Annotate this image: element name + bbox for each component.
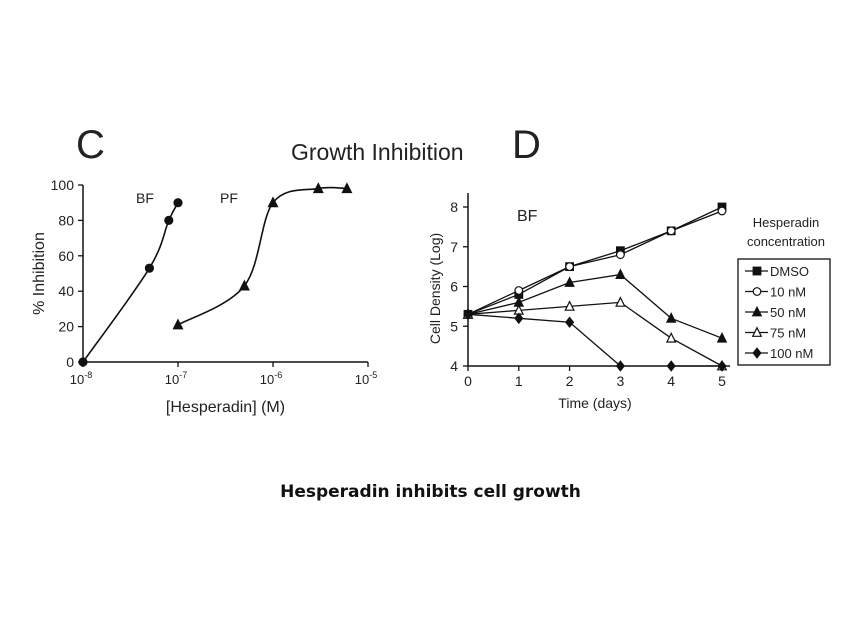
y-axis-title-d: Cell Density (Log) [427, 233, 443, 344]
data-point-pf [238, 279, 250, 291]
panel-letter-c: C [76, 123, 105, 167]
legend-marker [752, 347, 762, 359]
data-point-continuation [717, 360, 727, 372]
y-tick-label-c: 60 [58, 248, 74, 264]
series-line-50-nm [467, 273, 723, 339]
figure-caption: Hesperadin inhibits cell growth [280, 482, 581, 502]
data-point-bf [144, 263, 155, 273]
data-point-75-nm [564, 300, 575, 311]
data-point-continuation [666, 360, 676, 372]
y-tick-label-c: 40 [58, 283, 74, 299]
y-tick-label-c: 100 [51, 177, 75, 193]
data-point-100-nm [565, 316, 575, 329]
x-tick-label-c: 10-7 [165, 370, 187, 387]
series-label-bf: BF [136, 190, 154, 206]
panel-letter-d: D [512, 123, 541, 167]
data-point-10-nm [616, 250, 625, 260]
chart-c-inhibition: 0 20 40 60 80 100 10-8 10-7 10-6 10-5 [Hesperadin]… [31, 177, 377, 416]
legend-title-line1: Hesperadin [753, 215, 820, 230]
legend-marker [752, 287, 762, 296]
y-tick-label-d: 4 [450, 358, 458, 374]
legend-label: 10 nM [770, 285, 806, 300]
x-axis-title-d: Time (days) [558, 395, 631, 411]
y-tick-label-d: 5 [450, 318, 458, 334]
y-tick-label-c: 80 [58, 212, 74, 228]
data-point-10-nm [565, 262, 574, 272]
x-tick-label-d: 4 [667, 373, 675, 389]
x-axis-title-c: [Hesperadin] (M) [166, 399, 285, 416]
x-tick-label-d: 3 [617, 373, 625, 389]
figure-title: Growth Inhibition [291, 139, 464, 165]
data-point-bf [164, 215, 174, 225]
data-point-10-nm [666, 226, 676, 236]
legend-label: 100 nM [770, 346, 813, 361]
y-tick-label-d: 7 [450, 239, 458, 255]
data-point-100-nm [514, 312, 524, 325]
series-line-75-nm [467, 301, 723, 367]
data-point-50-nm [716, 332, 728, 343]
data-point-bf [78, 357, 88, 367]
data-point-bf [173, 198, 183, 208]
x-tick-label-d: 0 [464, 373, 472, 389]
data-point-100-nm [615, 360, 625, 372]
data-point-pf [312, 182, 324, 194]
series-line-pf [177, 186, 347, 326]
data-point-75-nm [665, 332, 677, 343]
legend-marker [752, 266, 762, 276]
x-tick-label-d: 2 [566, 373, 574, 389]
y-tick-label-c: 0 [66, 354, 74, 370]
data-point-10-nm [514, 286, 524, 295]
data-point-50-nm [615, 268, 626, 279]
series-line-bf [82, 202, 179, 363]
x-tick-label-c: 10-5 [355, 370, 377, 387]
y-tick-label-d: 8 [450, 199, 458, 215]
series-label-pf: PF [220, 190, 238, 206]
y-axis-title-c: % Inhibition [31, 232, 48, 315]
data-point-10-nm [717, 206, 727, 216]
x-tick-label-c: 10-6 [260, 370, 282, 387]
data-point-50-nm [564, 276, 575, 287]
data-point-50-nm [665, 312, 677, 323]
legend-title-line2: concentration [747, 234, 825, 249]
legend-label: 50 nM [770, 305, 806, 320]
series-line-100-nm [467, 313, 621, 367]
y-tick-label-d: 6 [450, 279, 458, 295]
data-point-pf [341, 182, 353, 194]
data-point-100-nm [463, 308, 473, 321]
x-tick-label-d: 5 [718, 373, 726, 389]
data-point-pf [267, 196, 279, 208]
data-point-75-nm [615, 296, 626, 307]
series-line-10-nm [467, 210, 723, 315]
legend-label: 75 nM [770, 326, 806, 341]
y-tick-label-c: 20 [58, 319, 74, 335]
data-point-pf [172, 318, 184, 330]
legend-marker [751, 305, 763, 317]
panel-annotation-bf: BF [517, 208, 538, 225]
legend-marker [751, 326, 763, 337]
x-tick-label-d: 1 [515, 373, 523, 389]
x-tick-label-c: 10-8 [70, 370, 92, 387]
legend-label: DMSO [770, 264, 809, 279]
chart-d-cell-density: 4 5 6 7 8 0 1 2 3 4 5 Time (days) Cell Density (Log)… [427, 193, 831, 411]
